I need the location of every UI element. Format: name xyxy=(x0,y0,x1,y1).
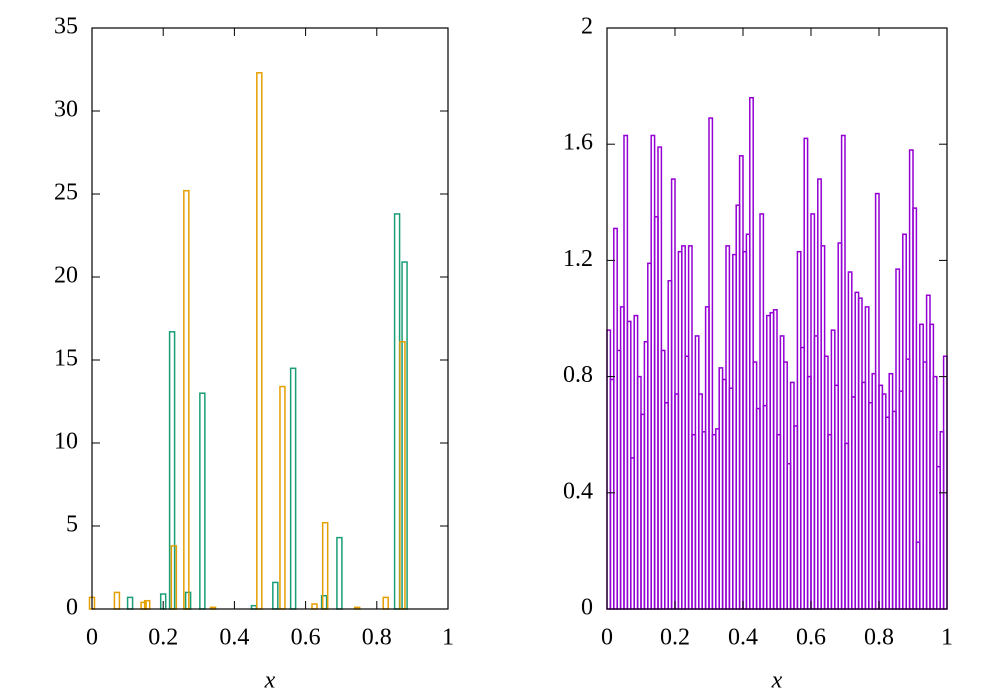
x-axis-label: x xyxy=(771,668,783,694)
x-tick-label: 0.6 xyxy=(796,625,826,651)
y-tick-label: 5 xyxy=(66,512,78,538)
bar xyxy=(279,385,286,610)
x-tick-label: 0.8 xyxy=(864,625,894,651)
bar xyxy=(113,591,121,610)
y-tick-label: 20 xyxy=(54,263,78,289)
bar xyxy=(382,596,389,610)
plot-frame xyxy=(606,27,948,610)
bar xyxy=(311,603,318,610)
x-tick-label: 1 xyxy=(442,625,454,651)
bar xyxy=(199,392,206,610)
y-tick-label: 0 xyxy=(581,595,593,621)
x-tick-label: 0.8 xyxy=(362,625,392,651)
bar xyxy=(336,536,343,610)
y-tick-label: 15 xyxy=(54,346,78,372)
y-tick-label: 0 xyxy=(66,595,78,621)
y-tick-label: 1.2 xyxy=(563,246,593,272)
x-tick-label: 0 xyxy=(86,625,98,651)
bar xyxy=(272,581,279,610)
y-tick-label: 2 xyxy=(581,14,593,40)
bar xyxy=(256,72,263,610)
y-tick-label: 10 xyxy=(54,429,78,455)
bar xyxy=(143,599,151,610)
y-tick-label: 35 xyxy=(54,14,78,40)
x-tick-label: 0.2 xyxy=(148,625,178,651)
bar xyxy=(126,596,134,610)
y-tick-label: 25 xyxy=(54,180,78,206)
y-tick-label: 0.8 xyxy=(563,362,593,388)
x-tick-label: 0.6 xyxy=(291,625,321,651)
x-tick-label: 0 xyxy=(601,625,613,651)
y-tick-label: 0.4 xyxy=(563,478,593,504)
y-tick-label: 1.6 xyxy=(563,130,593,156)
bar xyxy=(289,367,297,610)
y-tick-label: 30 xyxy=(54,97,78,123)
x-tick-label: 0.4 xyxy=(219,625,249,651)
x-tick-label: 0.2 xyxy=(660,625,690,651)
x-axis-label: x xyxy=(264,668,276,694)
x-tick-label: 1 xyxy=(941,625,953,651)
bar xyxy=(183,189,190,610)
bar xyxy=(393,213,401,610)
plot-frame xyxy=(91,27,449,610)
x-tick-label: 0.4 xyxy=(728,625,758,651)
